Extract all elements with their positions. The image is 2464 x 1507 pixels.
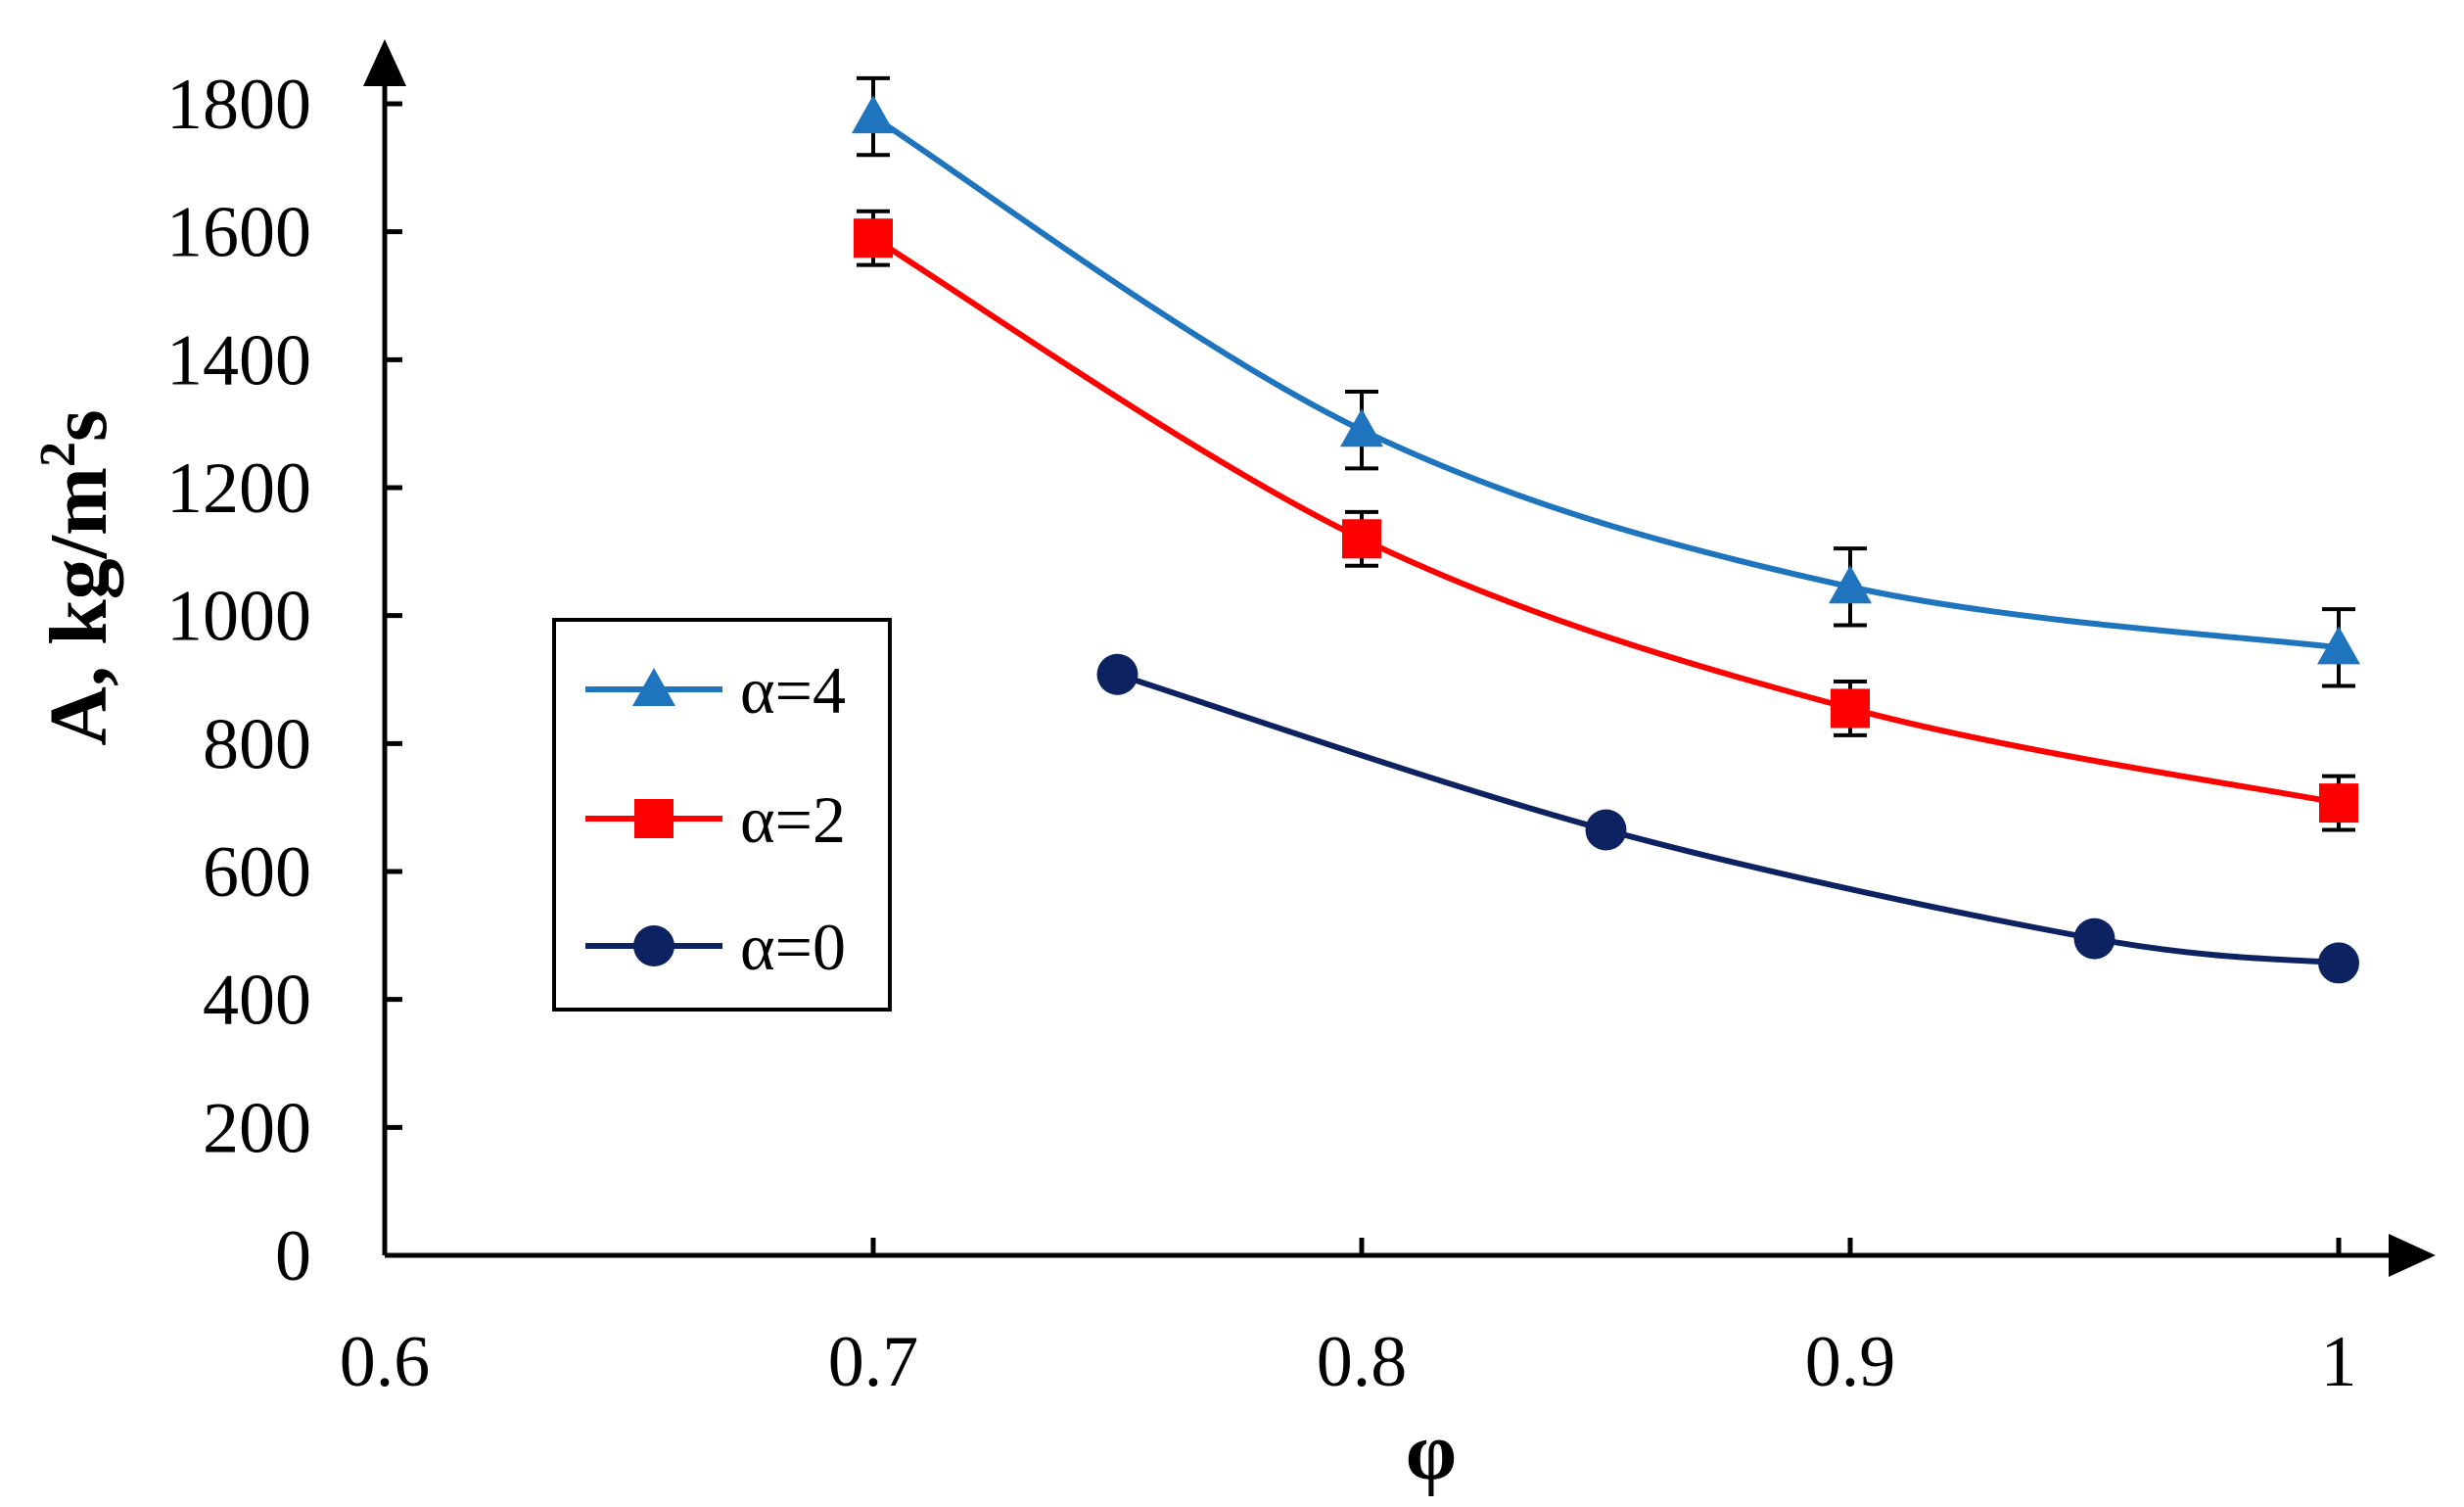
y-ticks: 0 200 400 600 800 1000 1200 1400 1600 1800	[166, 65, 402, 1296]
y-axis-title-main: A, kg/m	[33, 467, 124, 746]
y-tick-label: 800	[203, 704, 311, 784]
y-axis-title-superscript: 2	[30, 442, 86, 467]
x-tick-label: 0.6	[340, 1322, 431, 1402]
legend-marker-alpha-4	[632, 668, 675, 706]
series-line-alpha-4	[871, 114, 2340, 651]
data-point-alpha-0	[2073, 918, 2115, 960]
legend: α=4 α=2 α=0	[552, 618, 892, 1012]
y-axis-arrow	[363, 39, 406, 86]
axes	[363, 39, 2436, 1277]
legend-label-alpha-2: α=2	[740, 782, 846, 857]
x-tick-label: 1	[2321, 1322, 2357, 1402]
y-axis-title: A, kg/m2s	[30, 409, 124, 745]
data-point-alpha-0	[1096, 653, 1139, 695]
y-tick-label: 1000	[166, 577, 311, 657]
x-ticks: 0.6 0.7 0.8 0.9 1	[340, 1238, 2357, 1402]
data-point-alpha-4	[1829, 565, 1872, 604]
y-tick-label: 1200	[166, 448, 311, 529]
legend-label-alpha-4: α=4	[740, 653, 846, 728]
data-point-alpha-4	[1340, 408, 1383, 447]
series-alpha-4	[852, 75, 2360, 688]
x-tick-label: 0.8	[1317, 1322, 1408, 1402]
y-tick-label: 600	[203, 832, 311, 913]
data-point-alpha-2	[1342, 519, 1381, 559]
data-point-alpha-2	[1831, 688, 1870, 729]
y-tick-label: 400	[203, 961, 311, 1041]
y-tick-label: 1600	[166, 193, 311, 273]
legend-marker-alpha-2	[634, 799, 674, 838]
x-axis-arrow	[2389, 1234, 2436, 1277]
svg-text:A, kg/m2s: A, kg/m2s	[30, 409, 124, 745]
series-line-alpha-2	[871, 235, 2340, 807]
data-point-alpha-2	[2319, 783, 2358, 824]
data-point-alpha-4	[852, 95, 895, 134]
y-axis-title-tail: s	[33, 409, 124, 442]
y-tick-label: 0	[275, 1216, 311, 1296]
x-tick-label: 0.7	[828, 1322, 919, 1402]
legend-label-alpha-0: α=0	[740, 910, 846, 984]
x-tick-label: 0.9	[1805, 1322, 1896, 1402]
series-alpha-0	[1096, 653, 2359, 984]
y-tick-label: 200	[203, 1088, 311, 1168]
data-point-alpha-4	[2317, 626, 2360, 665]
series-alpha-2	[854, 209, 2358, 832]
y-tick-label: 1400	[166, 320, 311, 400]
series-line-alpha-0	[1116, 671, 2340, 966]
y-tick-label: 1800	[166, 65, 311, 145]
data-point-alpha-0	[1585, 809, 1627, 851]
data-point-alpha-0	[2318, 942, 2359, 984]
legend-marker-alpha-0	[633, 925, 674, 966]
series-layer	[852, 75, 2360, 984]
x-axis-title: φ	[1406, 1406, 1457, 1497]
data-point-alpha-2	[854, 218, 893, 259]
